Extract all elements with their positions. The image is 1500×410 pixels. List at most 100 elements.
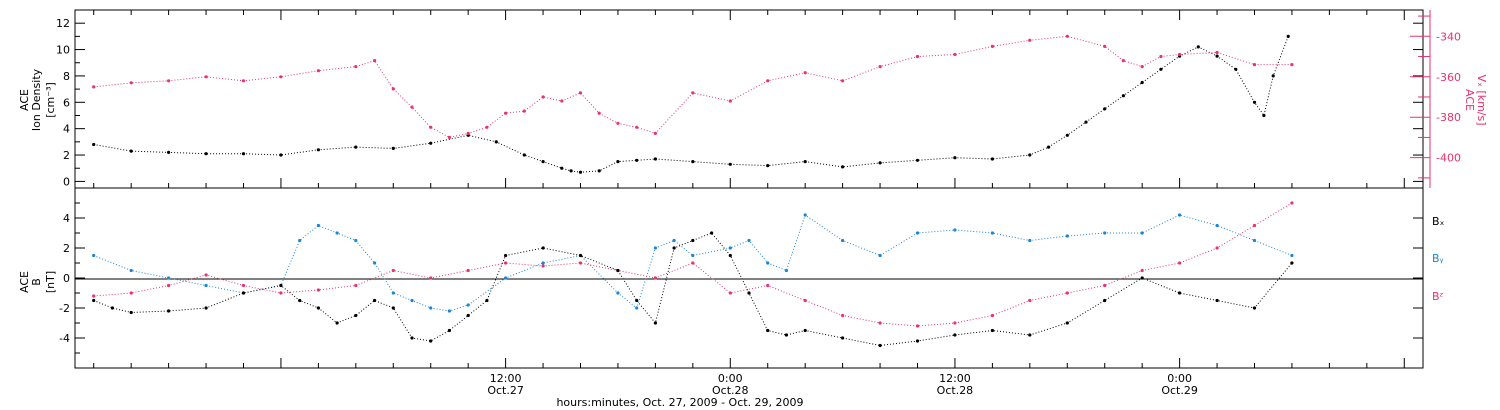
bx-point	[616, 268, 620, 273]
vx-point	[541, 95, 545, 99]
by-point	[298, 238, 302, 243]
density-point	[316, 148, 320, 152]
density-point	[1215, 54, 1219, 58]
by-point	[354, 238, 358, 243]
by-point	[672, 238, 676, 243]
bx-point	[784, 333, 789, 337]
by-point	[466, 303, 470, 307]
x-axis-label: hours:minutes, Oct. 27, 2009 - Oct. 29, …	[556, 396, 803, 409]
density-point	[766, 164, 770, 168]
by-point	[803, 213, 807, 217]
vx-point	[635, 125, 639, 129]
by-point	[541, 261, 545, 265]
by-point	[1028, 238, 1032, 243]
bx-point	[110, 306, 114, 310]
right-tick-label: -360	[1436, 71, 1461, 84]
by-point	[335, 231, 339, 235]
by-point	[1215, 223, 1219, 228]
density-point	[204, 152, 208, 156]
density-point	[1262, 113, 1266, 118]
bx-point	[504, 253, 508, 258]
bz-point	[1215, 246, 1219, 250]
bx-point	[841, 336, 845, 340]
x-tick-time-label: 12:00	[490, 372, 522, 385]
x-tick-date-label: Oct.28	[712, 384, 749, 397]
by-point	[316, 223, 320, 228]
vx-point	[522, 109, 526, 113]
density-point	[1252, 100, 1257, 104]
density-point	[167, 150, 171, 154]
bz-point	[878, 321, 882, 325]
vx-point	[1121, 59, 1125, 63]
vx-point	[803, 71, 807, 75]
by-point	[1065, 234, 1069, 238]
bx-point	[915, 339, 920, 343]
bx-point	[1103, 298, 1107, 303]
top-left-label-line1: ACE	[18, 89, 31, 111]
bottom-left-tick-label: -2	[59, 302, 70, 315]
vx-point	[1252, 63, 1257, 67]
bz-point	[391, 268, 395, 273]
vx-series-line	[93, 35, 1292, 138]
bz-point	[953, 321, 957, 325]
density-point	[1103, 107, 1107, 111]
by-point	[653, 246, 658, 250]
bx-point	[672, 246, 676, 250]
density-point	[878, 161, 882, 165]
bz-point	[354, 283, 358, 288]
bx-point	[129, 310, 133, 315]
vx-point	[410, 105, 414, 109]
x-tick-time-label: 0:00	[718, 372, 743, 385]
bz-point	[841, 313, 845, 318]
density-point	[728, 162, 732, 166]
bz-point	[1290, 201, 1294, 205]
bz-point	[691, 261, 695, 265]
by-point	[841, 238, 845, 243]
vx-point	[391, 87, 395, 91]
bx-point	[204, 306, 208, 310]
density-point	[578, 170, 583, 174]
vx-point	[578, 91, 583, 95]
by-point	[953, 228, 957, 232]
x-tick-time-label: 12:00	[939, 372, 971, 385]
bx-point	[1252, 306, 1257, 310]
by-point	[784, 268, 789, 273]
density-point	[803, 160, 807, 164]
density-point	[616, 160, 620, 164]
bz-point	[578, 261, 583, 265]
x-tick-date-label: Oct.29	[1161, 384, 1198, 397]
bz-point	[766, 283, 770, 288]
vx-point	[429, 125, 433, 129]
bz-point	[1065, 291, 1069, 295]
density-point	[391, 146, 395, 150]
top-panel-frame	[74, 9, 1424, 189]
bx-point	[447, 328, 451, 333]
vx-point	[915, 54, 920, 59]
by-point	[691, 253, 695, 258]
density-point	[990, 157, 995, 161]
bz-point	[279, 291, 283, 295]
vx-point	[447, 135, 451, 139]
right-tick-label: -380	[1436, 111, 1461, 124]
bz-point	[990, 313, 995, 318]
vx-point	[466, 131, 470, 135]
bz-point	[466, 268, 470, 273]
vx-point	[1028, 38, 1032, 42]
density-point	[1028, 153, 1032, 157]
legend-bx: Bₓ	[1432, 215, 1445, 228]
bz-point	[915, 324, 920, 328]
by-point	[391, 291, 395, 295]
vx-point	[316, 69, 320, 73]
density-point	[92, 142, 96, 147]
bx-point	[578, 253, 583, 258]
bx-point	[747, 291, 751, 295]
by-point	[129, 268, 133, 273]
bz-point	[167, 283, 171, 288]
top-left-tick-label: 12	[56, 17, 70, 30]
density-point	[494, 140, 498, 144]
by-point	[728, 246, 732, 250]
bx-point	[335, 321, 339, 325]
bz-point	[803, 298, 807, 303]
vx-point	[1290, 63, 1294, 67]
bottom-left-label-line3: [nT]	[44, 271, 57, 293]
